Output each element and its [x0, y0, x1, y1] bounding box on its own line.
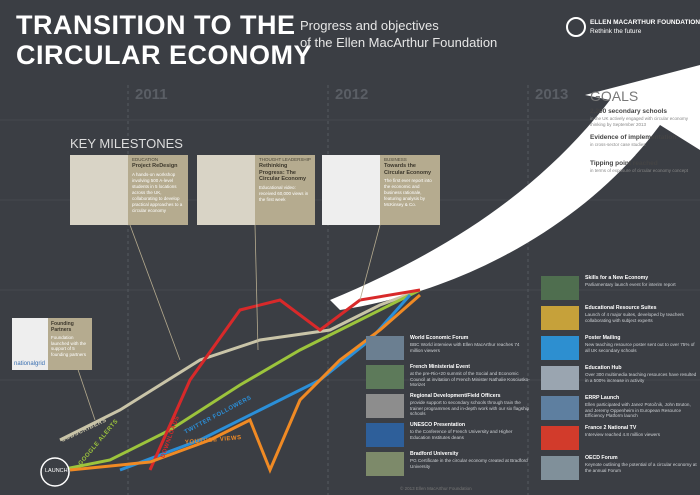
event-text: Over 300 multimedia teaching resources h…	[585, 372, 697, 383]
milestone-text: EDUCATION Project ReDesign A hands-on work…	[132, 157, 186, 214]
event-heading: Regional Development/Field Officers	[410, 393, 501, 399]
milestone-category: EDUCATION	[132, 157, 159, 162]
milestone-heading: Rethinking Progress: The Circular Econom…	[259, 163, 307, 182]
subtitle: Progress and objectives	[300, 18, 439, 33]
milestone-text: THOUGHT LEADERSHIP Rethinking Progress: T…	[259, 157, 313, 203]
partners-text: Foundation launched with the support of …	[51, 335, 87, 357]
event-image	[366, 394, 404, 418]
goal-text: in cross-sector case studies	[590, 142, 646, 147]
footer: © 2013 Ellen MacArthur Foundation	[400, 486, 472, 491]
event-image	[541, 396, 579, 420]
milestone-text: BUSINESS Towards the Circular Economy The …	[384, 157, 438, 208]
milestone-card: BUSINESS Towards the Circular Economy The …	[322, 155, 440, 225]
event-text: to the Conference of French University a…	[410, 429, 513, 440]
milestone-card: THOUGHT LEADERSHIP Rethinking Progress: T…	[197, 155, 315, 225]
milestone-body: Educational video: received 60,000 views…	[259, 184, 309, 202]
event-heading: Poster Mailing	[585, 335, 621, 341]
launch-label: LAUNCH	[45, 468, 68, 474]
milestone-heading: Project ReDesign	[132, 163, 178, 169]
event-image	[366, 365, 404, 389]
subtitle: of the Ellen MacArthur Foundation	[300, 35, 498, 50]
year-label: 2013	[535, 86, 569, 103]
logo-mark	[566, 17, 586, 37]
milestone-body: The first ever report into the economic …	[384, 178, 432, 207]
milestone-category: THOUGHT LEADERSHIP	[259, 157, 311, 162]
event-heading: Bradford University	[410, 451, 459, 457]
logo-name: ELLEN MACARTHUR FOUNDATION	[590, 19, 700, 26]
event-heading: Skills for a New Economy	[585, 275, 649, 281]
event-image	[541, 336, 579, 360]
event-heading: World Economic Forum	[410, 335, 469, 341]
milestone-category: BUSINESS	[384, 157, 407, 162]
partner-logo: nationalgrid	[14, 361, 46, 367]
milestone-image	[197, 155, 255, 225]
event-image	[366, 452, 404, 476]
event-heading: France 2 National TV	[585, 425, 637, 431]
year-label: 2011	[135, 86, 168, 103]
event-text: Interview reached 4.8 million viewers	[585, 432, 661, 437]
title: TRANSITION TO THE	[16, 10, 296, 40]
milestone-heading: Towards the Circular Economy	[384, 163, 432, 176]
event-image	[541, 366, 579, 390]
goal-heading: Evidence of implementation	[590, 134, 677, 141]
event-image	[366, 423, 404, 447]
milestone-image	[70, 155, 128, 225]
event-heading: UNESCO Presentation	[410, 422, 466, 428]
event-text: Launch of 4 major suites, developed by t…	[585, 312, 684, 323]
event-text: PG Certificate in the circular economy c…	[410, 458, 528, 469]
event-heading: Education Hub	[585, 365, 622, 371]
partners-box: nationalgrid Founding Partners Foundatio…	[12, 318, 92, 370]
event-heading: French Ministerial Event	[410, 364, 470, 370]
title: CIRCULAR ECONOMY	[16, 40, 312, 70]
goal-heading: Tipping point reached	[590, 160, 658, 167]
event-text: Keynote outlining the potential of a cir…	[585, 462, 697, 473]
launch-circle	[40, 457, 70, 487]
event-text: at the pre-Rio+20 summit of the Social a…	[410, 371, 530, 388]
goal-heading: 2,200 secondary schools	[590, 108, 667, 115]
event-image	[366, 336, 404, 360]
partners-heading: Founding Partners	[51, 321, 74, 333]
event-heading: Educational Resource Suites	[585, 305, 657, 311]
event-image	[541, 276, 579, 300]
growth-arrow	[330, 65, 700, 310]
event-heading: ERRP Launch	[585, 395, 620, 401]
event-text: Ellen participated with Janez Potočnik, …	[585, 402, 691, 419]
goal-text: in terms of exposure of circular economy…	[590, 168, 689, 173]
event-image	[541, 306, 579, 330]
event-text: provide support to secondary schools thr…	[410, 400, 530, 417]
partner-logos: nationalgrid	[12, 318, 48, 370]
milestone-body: A hands-on workshop involving 500 A-leve…	[132, 171, 183, 213]
event-text: Parliamentary launch event for interim r…	[585, 282, 676, 287]
goals-title: GOALS	[590, 88, 639, 104]
milestone-image	[322, 155, 380, 225]
milestones-title: KEY MILESTONES	[70, 136, 183, 151]
milestone-card: EDUCATION Project ReDesign A hands-on work…	[70, 155, 188, 225]
event-heading: OECD Forum	[585, 455, 618, 461]
year-label: 2012	[335, 86, 369, 103]
logo-tagline: Rethink the future	[590, 28, 642, 35]
year-lines	[127, 85, 529, 495]
event-image	[541, 456, 579, 480]
event-text: BBC World interview with Ellen MacArthur…	[410, 342, 520, 353]
event-image	[541, 426, 579, 450]
connectors	[67, 224, 381, 421]
event-text: New teaching resource poster sent out to…	[585, 342, 695, 353]
goal-text: in the UK actively engaged with circular…	[590, 116, 689, 127]
